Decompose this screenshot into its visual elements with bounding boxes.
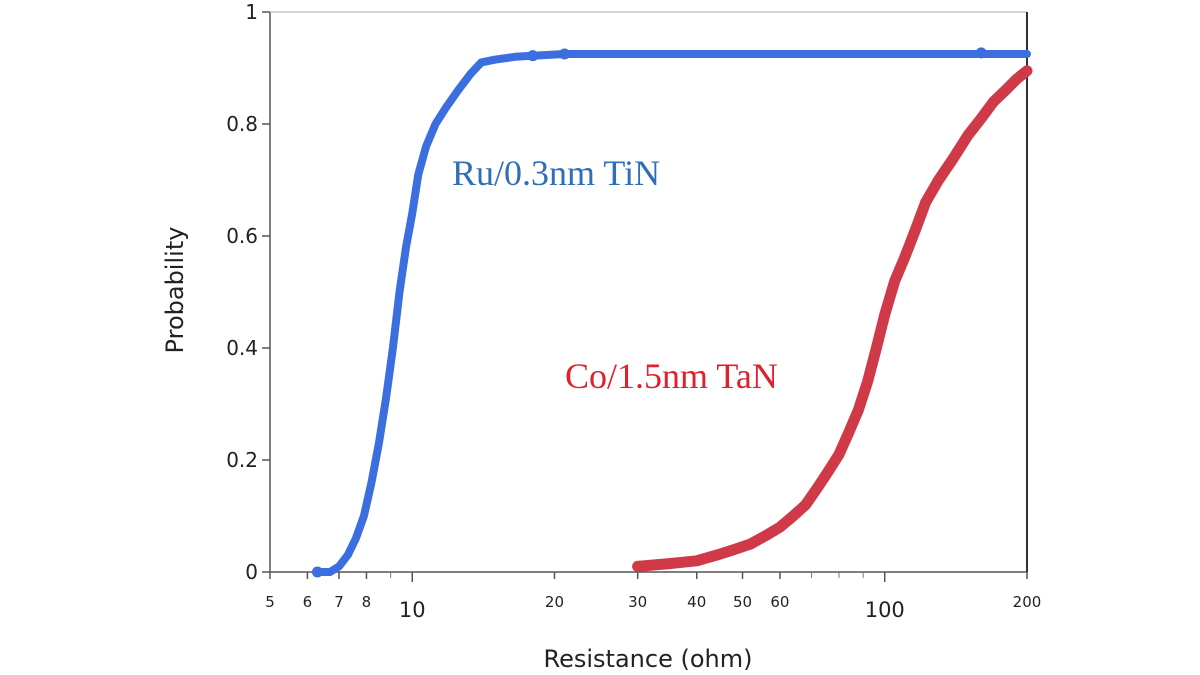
x-tick-label: 40 <box>687 593 706 611</box>
y-tick-label: 1 <box>245 0 258 24</box>
x-tick-label: 5 <box>265 593 275 611</box>
series-label: Co/1.5nm TaN <box>565 356 778 396</box>
label-layer: Ru/0.3nm TiN Co/1.5nm TaN <box>452 153 778 396</box>
data-point <box>527 50 539 62</box>
series-line-ru-tin <box>313 50 1031 576</box>
data-point <box>311 566 323 578</box>
x-tick-label: 8 <box>362 593 372 611</box>
data-point <box>975 47 987 59</box>
data-point <box>632 560 644 572</box>
y-tick-label: 0.4 <box>226 336 258 360</box>
data-point <box>663 558 675 570</box>
y-tick-label: 0.6 <box>226 224 258 248</box>
y-tick-label: 0.8 <box>226 112 258 136</box>
y-tick-label: 0.2 <box>226 448 258 472</box>
x-axis-title: Resistance (ohm) <box>544 645 753 673</box>
x-tick-label: 200 <box>1013 593 1042 611</box>
series-layer <box>311 47 1033 578</box>
x-tick-label: 7 <box>334 593 344 611</box>
y-axis-title: Probability <box>161 227 189 354</box>
x-tick-label: 20 <box>545 593 564 611</box>
data-point <box>558 48 570 60</box>
chart-panel <box>150 0 1050 675</box>
y-tick-label: 0 <box>245 560 258 584</box>
x-tick-label: 100 <box>865 598 905 622</box>
axes-layer: 0 0.2 0.4 0.6 0.8 1 5 6 7 8 20 30 40 50 60 200 10 100 <box>226 0 1041 622</box>
series-line-co-tan <box>632 65 1033 572</box>
x-tick-label: 10 <box>399 598 426 622</box>
series-label: Ru/0.3nm TiN <box>452 153 660 193</box>
x-tick-label: 50 <box>733 593 752 611</box>
x-tick-label: 6 <box>303 593 313 611</box>
x-tick-label: 60 <box>770 593 789 611</box>
x-tick-label: 30 <box>628 593 647 611</box>
